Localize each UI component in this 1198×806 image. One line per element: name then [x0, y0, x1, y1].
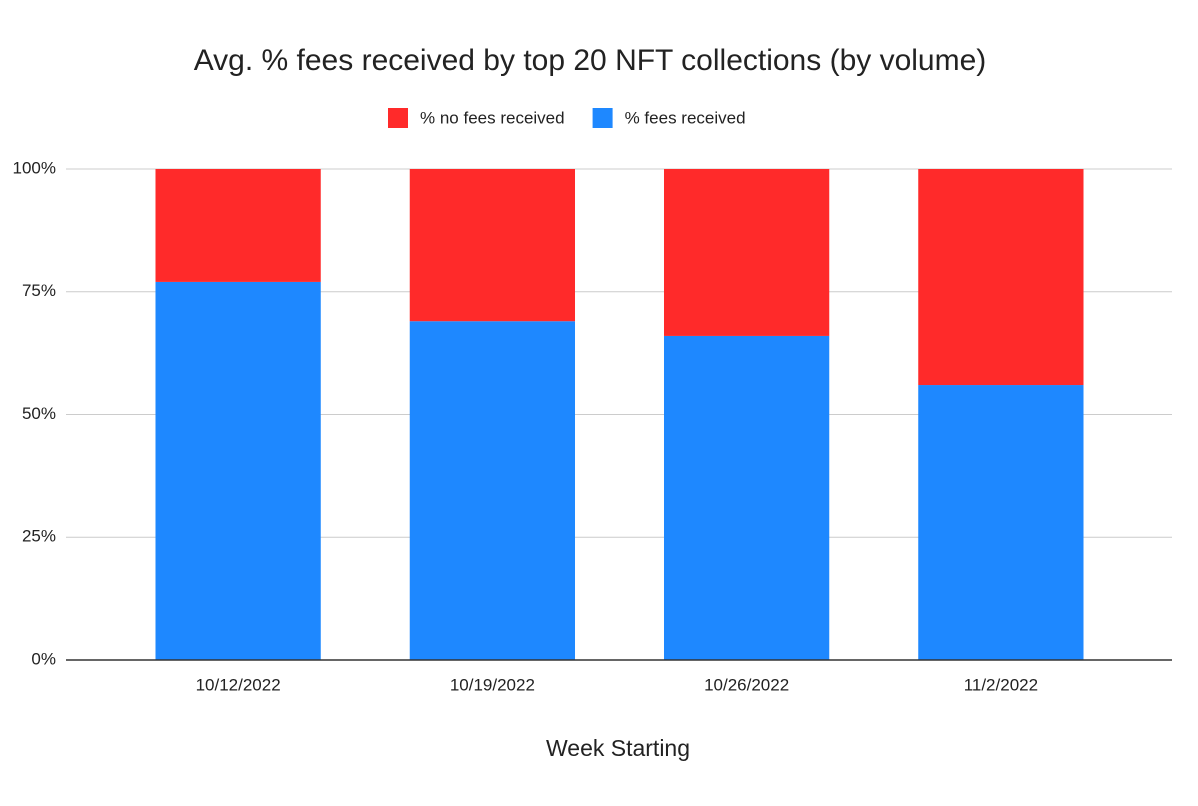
- legend-label: % fees received: [625, 108, 746, 127]
- bar-segment: [918, 385, 1084, 660]
- bar-segment: [409, 169, 576, 322]
- x-tick-label: 10/19/2022: [450, 675, 535, 694]
- x-tick-label: 10/12/2022: [196, 675, 281, 694]
- bar-segment: [663, 335, 830, 660]
- legend-swatch: [388, 108, 408, 128]
- y-tick-label: 25%: [22, 527, 56, 546]
- x-axis-title: Week Starting: [546, 735, 690, 761]
- legend-label: % no fees received: [420, 108, 565, 127]
- chart-title: Avg. % fees received by top 20 NFT colle…: [194, 44, 987, 77]
- y-tick-label: 0%: [31, 649, 56, 668]
- bar-segment: [918, 169, 1084, 386]
- legend-swatch: [592, 108, 613, 128]
- y-tick-label: 50%: [22, 404, 56, 423]
- bar-segment: [409, 321, 576, 660]
- bar-segment: [155, 169, 321, 282]
- y-tick-label: 75%: [22, 281, 56, 300]
- x-tick-label: 10/26/2022: [704, 675, 789, 694]
- y-tick-label: 100%: [13, 158, 56, 177]
- bar-segment: [155, 281, 321, 660]
- x-tick-label: 11/2/2022: [964, 675, 1038, 694]
- bar-segment: [663, 169, 830, 336]
